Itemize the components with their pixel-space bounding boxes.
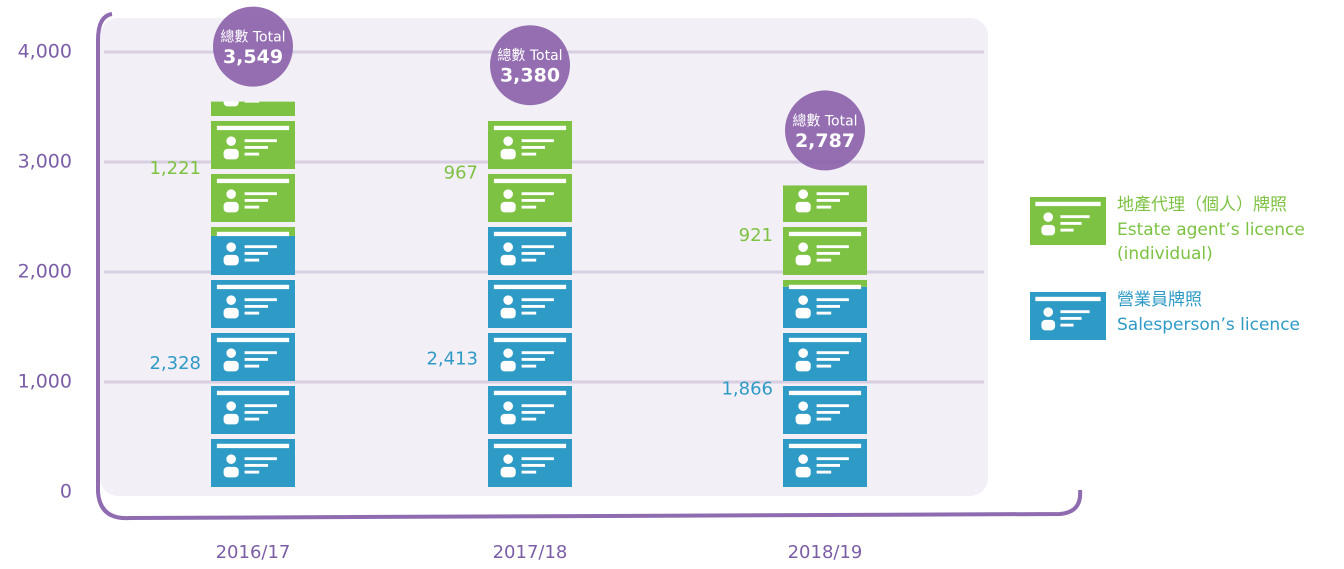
data-label: 1,866 <box>721 378 773 399</box>
card-line <box>1035 296 1101 302</box>
total-label: 2,787 <box>795 130 855 152</box>
y-tick-label: 2,000 <box>18 261 72 283</box>
legend-icon <box>1030 292 1106 340</box>
card-head <box>1043 307 1054 317</box>
legend-label: 營業員牌照 <box>1117 290 1202 310</box>
legend-label-en: Estate agent’s licence (individual) <box>1117 220 1305 264</box>
x-tick-label: 2018/19 <box>788 542 863 563</box>
bar-segment <box>488 120 572 227</box>
legend-label-en: Salesperson’s licence <box>1117 315 1300 335</box>
card-text <box>1060 228 1074 232</box>
total-badge <box>490 25 570 106</box>
y-tick-label: 0 <box>60 481 72 503</box>
bar-segment <box>783 185 867 287</box>
data-label: 2,413 <box>426 348 478 369</box>
total-label: 3,380 <box>500 65 560 87</box>
card-text <box>1060 215 1090 219</box>
panel-border <box>96 12 1083 521</box>
y-tick-label: 4,000 <box>18 41 72 63</box>
card-line <box>1035 201 1101 207</box>
total-title: 總數 Total <box>792 112 857 129</box>
total-badge <box>785 90 865 171</box>
bar-segment <box>211 101 295 236</box>
total-title: 總數 Total <box>497 47 562 64</box>
total-title: 總數 Total <box>220 29 285 46</box>
x-tick-label: 2016/17 <box>216 542 291 563</box>
total-badge <box>213 6 293 87</box>
data-label: 2,328 <box>149 353 201 374</box>
legend-line: Estate agent’s licence <box>1117 220 1305 240</box>
data-label: 921 <box>739 225 773 246</box>
legend-label: 地產代理（個人）牌照 <box>1117 195 1287 215</box>
x-tick-label: 2017/18 <box>493 542 568 563</box>
card-text <box>1060 323 1074 327</box>
bar-segment <box>783 286 867 492</box>
card-text <box>1060 221 1082 225</box>
card-body <box>1041 319 1056 331</box>
data-label: 1,221 <box>149 158 201 179</box>
legend-icon <box>1030 197 1106 245</box>
data-label: 967 <box>444 162 478 183</box>
y-tick-label: 1,000 <box>18 371 72 393</box>
total-label: 3,549 <box>223 46 283 68</box>
bar-segment <box>211 235 295 493</box>
y-tick-label: 3,000 <box>18 151 72 173</box>
card-text <box>1060 316 1082 320</box>
legend-line: (individual) <box>1117 244 1213 264</box>
bar-segment <box>488 226 572 492</box>
card-head <box>1043 212 1054 222</box>
card-body <box>1041 224 1056 236</box>
card-text <box>1060 310 1090 314</box>
